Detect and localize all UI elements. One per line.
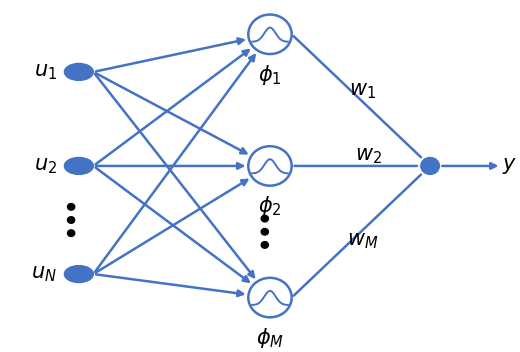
Circle shape <box>261 241 268 248</box>
Circle shape <box>261 215 268 222</box>
Circle shape <box>68 217 75 223</box>
Text: $\phi_2$: $\phi_2$ <box>258 194 282 218</box>
Circle shape <box>68 230 75 237</box>
Text: $u_2$: $u_2$ <box>34 156 57 176</box>
Text: $\phi_1$: $\phi_1$ <box>258 63 282 87</box>
Text: $\phi_M$: $\phi_M$ <box>256 326 284 350</box>
Text: $w_2$: $w_2$ <box>355 147 382 166</box>
Ellipse shape <box>64 63 93 80</box>
Text: $w_1$: $w_1$ <box>349 81 376 101</box>
Text: $u_1$: $u_1$ <box>34 62 57 82</box>
Text: $u_N$: $u_N$ <box>31 264 57 284</box>
Ellipse shape <box>64 266 93 283</box>
Circle shape <box>68 203 75 210</box>
Text: $y$: $y$ <box>502 156 517 176</box>
Text: $w_M$: $w_M$ <box>347 231 379 251</box>
Circle shape <box>421 157 439 174</box>
Ellipse shape <box>64 157 93 174</box>
Circle shape <box>261 228 268 235</box>
